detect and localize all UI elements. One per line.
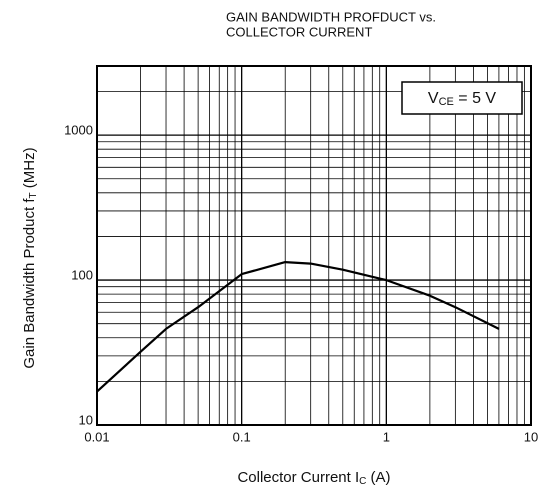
y-tick-label: 10 bbox=[79, 412, 93, 427]
x-tick-label: 1 bbox=[383, 429, 390, 444]
y-tick-label: 100 bbox=[71, 268, 93, 283]
x-axis-label-rest: (A) bbox=[366, 469, 390, 486]
y-tick-label: 1000 bbox=[64, 123, 93, 138]
x-axis-label-text: Collector Current I bbox=[237, 469, 359, 486]
annotation-text: V bbox=[428, 90, 439, 107]
x-axis-label: Collector Current IC (A) bbox=[237, 469, 390, 487]
annotation-sub: CE bbox=[439, 96, 454, 108]
x-tick-label: 10 bbox=[524, 429, 538, 444]
annotation-rest: = 5 V bbox=[454, 90, 497, 107]
chart-title: GAIN BANDWIDTH PROFDUCT vs. bbox=[226, 9, 436, 24]
annotation: VCE = 5 V bbox=[428, 90, 497, 108]
plot-frame bbox=[96, 65, 532, 426]
x-axis-label-sub: C bbox=[359, 476, 366, 487]
y-axis-label-rest: (MHz) bbox=[21, 147, 38, 192]
y-axis-label: Gain Bandwidth Product fT (MHz) bbox=[21, 147, 39, 368]
y-axis-label-text: Gain Bandwidth Product f bbox=[21, 198, 38, 369]
x-tick-label: 0.1 bbox=[233, 429, 251, 444]
annotation-box bbox=[401, 81, 523, 115]
curve bbox=[96, 261, 500, 393]
x-tick-label: 0.01 bbox=[84, 429, 109, 444]
chart-title: COLLECTOR CURRENT bbox=[226, 24, 372, 39]
y-axis-label-sub: T bbox=[28, 192, 39, 198]
